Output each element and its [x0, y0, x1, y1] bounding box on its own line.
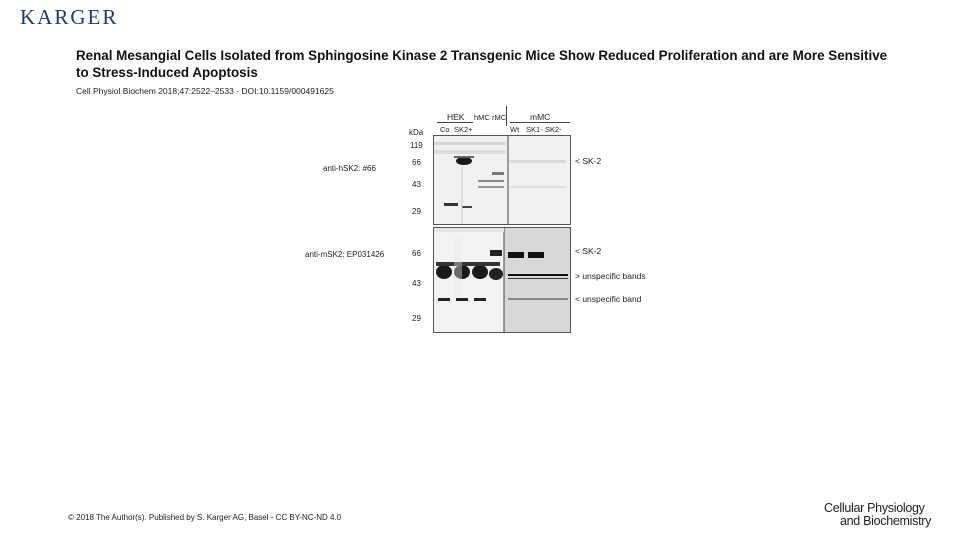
journal-brand-line1: Cellular Physiology: [824, 501, 925, 515]
group-label-mmc: mMC: [530, 112, 551, 122]
karger-logo: KARGER: [20, 5, 119, 29]
bottom-annotation-sk2: < SK-2: [575, 246, 602, 256]
top-marker-29: 29: [412, 207, 421, 216]
western-blot-figure: HEK hMC rMC mMC Co SK2+ Wt SK1- SK2- kDa…: [300, 100, 646, 340]
bottom-annotation-unspecific-bands: > unspecific bands: [575, 271, 646, 281]
top-marker-66: 66: [412, 158, 421, 167]
group-label-hmc: hMC: [474, 113, 490, 122]
bottom-blot-panel: [433, 227, 571, 333]
group-label-rmc: rMC: [492, 113, 507, 122]
lane-label-sk1minus: SK1-: [526, 125, 543, 134]
bottom-marker-66: 66: [412, 249, 421, 258]
journal-brand: Cellular Physiology and Biochemistry: [824, 502, 954, 528]
top-blot-panel: [433, 135, 571, 225]
bottom-annotation-unspecific-band: < unspecific band: [575, 294, 642, 304]
group-label-hek: HEK: [447, 112, 465, 122]
kda-label: kDa: [409, 128, 424, 137]
bottom-antibody-label: anti-mSK2: EP031426: [305, 250, 385, 259]
slide-title: Renal Mesangial Cells Isolated from Sphi…: [76, 48, 888, 80]
journal-brand-line2: and Biochemistry: [840, 514, 932, 528]
lane-label-wt: Wt: [510, 125, 520, 134]
top-marker-119: 119: [410, 141, 423, 150]
lane-label-sk2plus: SK2+: [454, 125, 473, 134]
top-antibody-label: anti-hSK2: #66: [323, 164, 376, 173]
bottom-blot-image: [434, 228, 570, 332]
bottom-marker-43: 43: [412, 279, 421, 288]
lane-label-co: Co: [440, 125, 450, 134]
header-divider: [506, 106, 507, 126]
lane-label-sk2minus: SK2-: [545, 125, 562, 134]
mmc-bracket: [510, 122, 570, 123]
top-blot-image: [434, 136, 570, 224]
citation: Cell Physiol Biochem 2018;47:2522–2533 ·…: [76, 86, 334, 96]
top-annotation-sk2: < SK-2: [575, 156, 602, 166]
hek-bracket: [437, 122, 473, 123]
copyright-footer: © 2018 The Author(s). Published by S. Ka…: [68, 513, 342, 522]
bottom-marker-29: 29: [412, 314, 421, 323]
top-marker-43: 43: [412, 180, 421, 189]
